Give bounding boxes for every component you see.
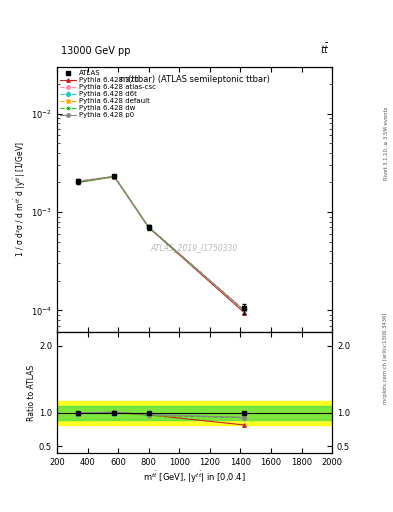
Pythia 6.428 dw: [112, 174, 117, 180]
Pythia 6.428 dw: [146, 224, 151, 230]
Pythia 6.428 d6t: [242, 307, 246, 313]
Line: Pythia 6.428 default: Pythia 6.428 default: [77, 175, 246, 312]
Pythia 6.428 default: [76, 178, 81, 184]
Line: Pythia 6.428 atlas-csc: Pythia 6.428 atlas-csc: [77, 174, 246, 312]
Pythia 6.428 dw: [76, 179, 81, 185]
Line: Pythia 6.428 370: Pythia 6.428 370: [77, 175, 246, 314]
Line: Pythia 6.428 d6t: Pythia 6.428 d6t: [77, 175, 246, 312]
Pythia 6.428 370: [112, 174, 117, 180]
Pythia 6.428 370: [146, 224, 151, 230]
Pythia 6.428 default: [146, 224, 151, 230]
Line: Pythia 6.428 dw: Pythia 6.428 dw: [77, 175, 246, 312]
Pythia 6.428 d6t: [76, 179, 81, 185]
Text: 13000 GeV pp: 13000 GeV pp: [61, 46, 130, 56]
Pythia 6.428 d6t: [146, 224, 151, 230]
Pythia 6.428 p0: [112, 174, 117, 180]
Text: mcplots.cern.ch [arXiv:1306.3436]: mcplots.cern.ch [arXiv:1306.3436]: [384, 313, 388, 404]
Pythia 6.428 atlas-csc: [112, 173, 117, 179]
Pythia 6.428 atlas-csc: [242, 307, 246, 313]
Pythia 6.428 atlas-csc: [146, 224, 151, 230]
Pythia 6.428 d6t: [112, 174, 117, 180]
Y-axis label: Ratio to ATLAS: Ratio to ATLAS: [27, 365, 36, 421]
Text: ATLAS_2019_I1750330: ATLAS_2019_I1750330: [151, 243, 238, 252]
Legend: ATLAS, Pythia 6.428 370, Pythia 6.428 atlas-csc, Pythia 6.428 d6t, Pythia 6.428 : ATLAS, Pythia 6.428 370, Pythia 6.428 at…: [59, 69, 157, 120]
Pythia 6.428 default: [242, 307, 246, 313]
Bar: [57, 401, 332, 425]
Line: Pythia 6.428 p0: Pythia 6.428 p0: [77, 175, 246, 312]
Text: Rivet 3.1.10, ≥ 3.5M events: Rivet 3.1.10, ≥ 3.5M events: [384, 106, 388, 180]
Pythia 6.428 default: [112, 174, 117, 180]
Bar: [57, 406, 332, 419]
Text: m(ttbar) (ATLAS semileptonic ttbar): m(ttbar) (ATLAS semileptonic ttbar): [119, 75, 270, 83]
Pythia 6.428 atlas-csc: [76, 178, 81, 184]
Pythia 6.428 p0: [76, 178, 81, 184]
Pythia 6.428 p0: [242, 307, 246, 313]
Y-axis label: 1 / σ d²σ / d m$^{t\bar{t}}$ d |y$^{t\bar{t}}$| [1/GeV]: 1 / σ d²σ / d m$^{t\bar{t}}$ d |y$^{t\ba…: [13, 142, 28, 258]
Pythia 6.428 dw: [242, 307, 246, 313]
X-axis label: m$^{t\bar{t}}$ [GeV], |y$^{t\bar{t}}$| in [0,0.4]: m$^{t\bar{t}}$ [GeV], |y$^{t\bar{t}}$| i…: [143, 470, 246, 485]
Pythia 6.428 p0: [146, 224, 151, 230]
Pythia 6.428 370: [76, 179, 81, 185]
Pythia 6.428 370: [242, 310, 246, 316]
Text: $t\bar{t}$: $t\bar{t}$: [320, 42, 330, 56]
